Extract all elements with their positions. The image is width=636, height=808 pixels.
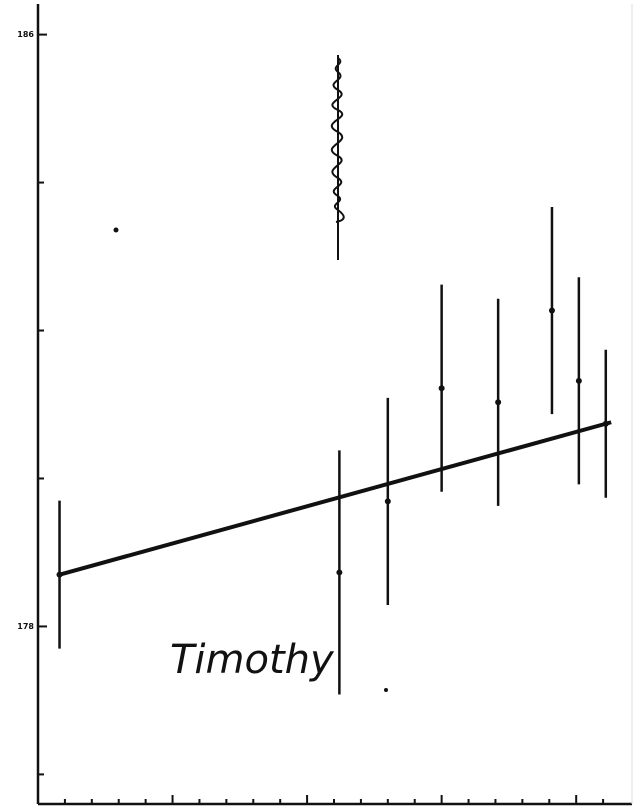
data-point [384, 498, 391, 505]
y-tick-label: 186 [17, 30, 34, 39]
data-point [495, 399, 502, 406]
data-point [438, 385, 445, 392]
annotation: Timothy [170, 637, 335, 683]
speck [384, 688, 388, 692]
speck [113, 227, 119, 233]
y-tick-label: 178 [17, 622, 34, 631]
data-point [548, 307, 555, 314]
data-point [575, 377, 582, 384]
data-point [336, 569, 343, 576]
fit-line [58, 420, 612, 577]
